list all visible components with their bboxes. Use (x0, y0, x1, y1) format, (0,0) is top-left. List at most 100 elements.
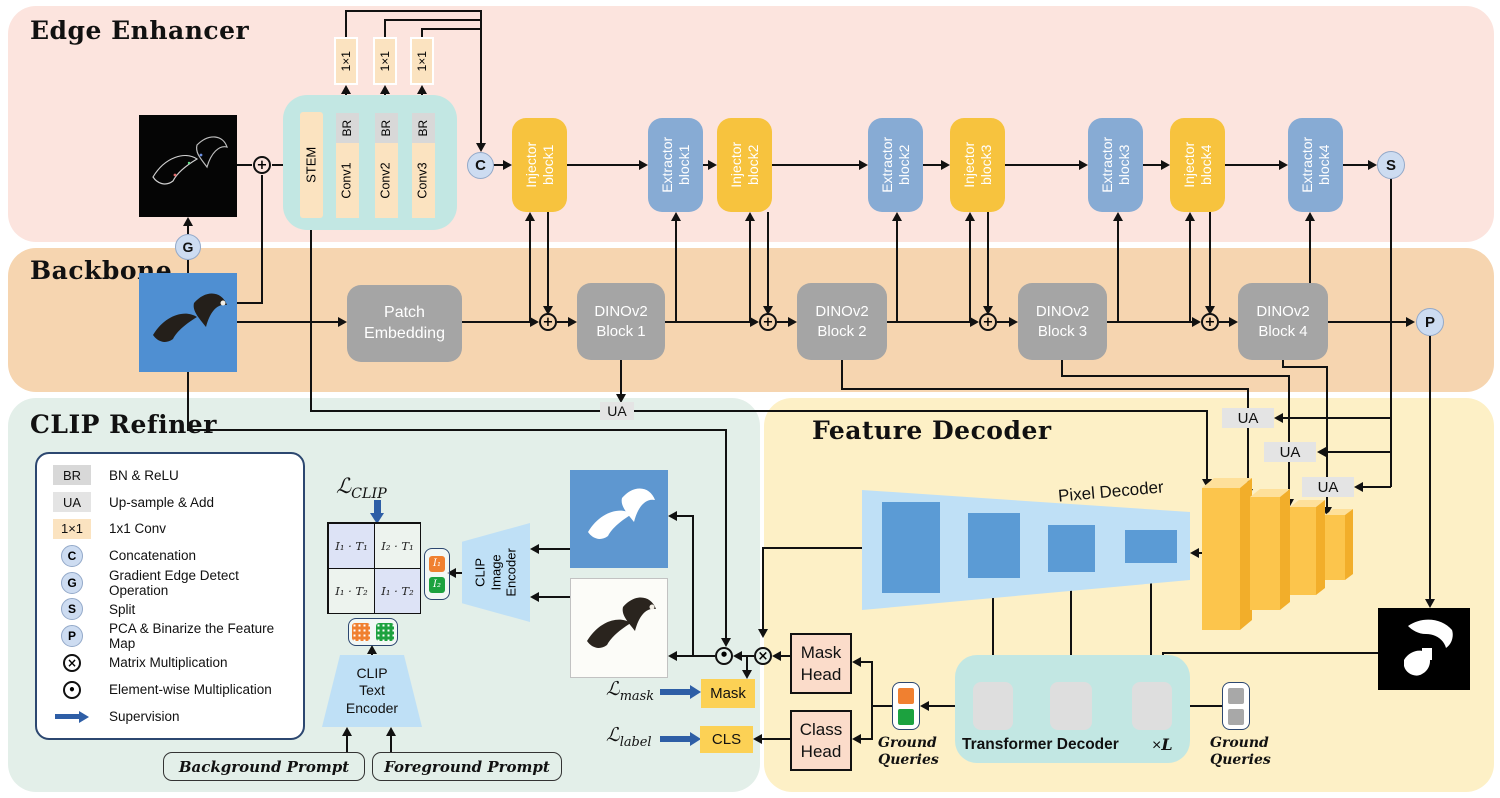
dinov2-block-4: DINOv2 Block 4 (1238, 283, 1328, 360)
foreground-prompt-box: Foreground Prompt (372, 752, 562, 781)
query-gray-2 (1228, 708, 1244, 725)
cls-output-box: CLS (700, 726, 753, 753)
legend-row-elemmul: • Element-wise Multiplication (49, 678, 291, 702)
add-op-edge: + (253, 156, 271, 174)
injector-block1: Injector block1 (512, 118, 567, 212)
image-embedding-box: I₁ I₂ (424, 548, 450, 600)
add-op-dino3: + (979, 313, 997, 331)
ua-badge-1: UA (1222, 408, 1274, 428)
extractor-block4: Extractor block4 (1288, 118, 1343, 212)
feature-map-2 (968, 513, 1020, 578)
conv1x1-badge-icon: 1×1 (53, 518, 91, 539)
edge-map-image (139, 115, 237, 217)
supervision-arrow-mask (660, 689, 690, 695)
conv3-block: Conv3 (412, 143, 435, 218)
text-embedding-box (348, 618, 398, 646)
add-op-dino2: + (759, 313, 777, 331)
matmul-icon: × (63, 653, 81, 672)
i1-embedding: I₁ (429, 555, 445, 572)
ua-badge-3: UA (1302, 477, 1354, 497)
legend-row-gradient: G Gradient Edge Detect Operation (49, 568, 291, 598)
br-block-2: BR (375, 113, 398, 143)
extractor-block2: Extractor block2 (868, 118, 923, 212)
transformer-layer-1 (973, 682, 1013, 730)
legend-box: BR BN & ReLU UA Up-sample & Add 1×1 1x1 Con… (35, 452, 305, 740)
t1-embedding (352, 623, 370, 641)
conv-1x1-block-1: 1×1 (334, 37, 358, 85)
matrix-cell-i1t2: I₁ · T₂ (328, 568, 375, 614)
ground-queries-box-input (1222, 682, 1250, 730)
feature-pyramid-sheets (1202, 478, 1353, 630)
dinov2-block-1: DINOv2 Block 1 (577, 283, 665, 360)
split-node: S (1377, 151, 1405, 179)
binary-mask-image (1378, 608, 1470, 690)
supervision-arrow-label (660, 736, 690, 742)
injector-block4: Injector block4 (1170, 118, 1225, 212)
br-block-1: BR (336, 113, 359, 143)
clip-image-encoder: CLIP Image Encoder (462, 523, 530, 622)
input-image (139, 273, 237, 372)
transformer-layer-2 (1050, 682, 1092, 730)
pca-node: P (1416, 308, 1444, 336)
feature-map-4 (1125, 530, 1177, 563)
title-feature-decoder: Feature Decoder (812, 416, 1052, 445)
patch-embedding-block: Patch Embedding (347, 285, 462, 362)
mask-output-box: Mask (701, 679, 755, 708)
ua-badge-icon: UA (53, 492, 91, 513)
br-block-3: BR (412, 113, 435, 143)
ua-badge-2: UA (1264, 442, 1316, 462)
concat-icon: C (61, 544, 83, 567)
legend-row-pca: P PCA & Binarize the Feature Map (49, 621, 291, 651)
loss-label-label: ℒlabel (606, 724, 652, 750)
legend-row-split: S Split (49, 597, 291, 621)
t2-embedding (376, 623, 394, 641)
legend-row-1x1: 1×1 1x1 Conv (49, 517, 291, 541)
ua-badge-stem: UA (600, 402, 634, 420)
ground-queries-label-left: Ground Queries (878, 735, 939, 768)
xl-label: ×L (1152, 735, 1173, 754)
add-op-dino4: + (1201, 313, 1219, 331)
br-badge-icon: BR (53, 465, 91, 486)
elementwise-mul-op: • (715, 647, 733, 665)
matrix-cell-i1t2-b: I₁ · T₂ (374, 568, 421, 614)
class-head-block: Class Head (790, 710, 852, 771)
gradient-node: G (175, 234, 201, 260)
matrix-mul-op: × (754, 647, 772, 665)
legend-row-ua: UA Up-sample & Add (49, 490, 291, 514)
transformer-decoder-label: Transformer Decoder (962, 736, 1119, 753)
ground-queries-box-learned (892, 682, 920, 730)
loss-mask-label: ℒmask (606, 678, 655, 704)
conv-1x1-block-2: 1×1 (373, 37, 397, 85)
add-op-dino1: + (539, 313, 557, 331)
background-prompt-box: Background Prompt (163, 752, 365, 781)
conv2-block: Conv2 (375, 143, 398, 218)
concat-node: C (467, 152, 494, 179)
query-green (898, 708, 914, 725)
foreground-image (570, 578, 668, 678)
feature-map-1 (882, 502, 940, 593)
i2-embedding: I₂ (429, 576, 445, 593)
clip-text-encoder: CLIP Text Encoder (322, 655, 422, 727)
dinov2-block-2: DINOv2 Block 2 (797, 283, 887, 360)
query-orange (898, 687, 914, 704)
split-icon: S (61, 598, 83, 621)
loss-clip-label: ℒCLIP (336, 474, 387, 503)
background-mask-image (570, 470, 668, 568)
conv1-block: Conv1 (336, 143, 359, 218)
feature-map-3 (1048, 525, 1095, 572)
matrix-cell-i2t1: I₂ · T₁ (374, 523, 421, 569)
conv-1x1-block-3: 1×1 (410, 37, 434, 85)
injector-block3: Injector block3 (950, 118, 1005, 212)
ground-queries-label-right: Ground Queries (1210, 735, 1271, 768)
injector-block2: Injector block2 (717, 118, 772, 212)
transformer-layer-3 (1132, 682, 1172, 730)
legend-row-matmul: × Matrix Multiplication (49, 651, 291, 675)
title-clip-refiner: CLIP Refiner (30, 410, 217, 439)
legend-row-br: BR BN & ReLU (49, 463, 291, 487)
mask-head-block: Mask Head (790, 633, 852, 694)
dinov2-block-3: DINOv2 Block 3 (1018, 283, 1107, 360)
title-edge-enhancer: Edge Enhancer (30, 16, 250, 45)
legend-row-concat: C Concatenation (49, 544, 291, 568)
pca-icon: P (61, 625, 83, 648)
